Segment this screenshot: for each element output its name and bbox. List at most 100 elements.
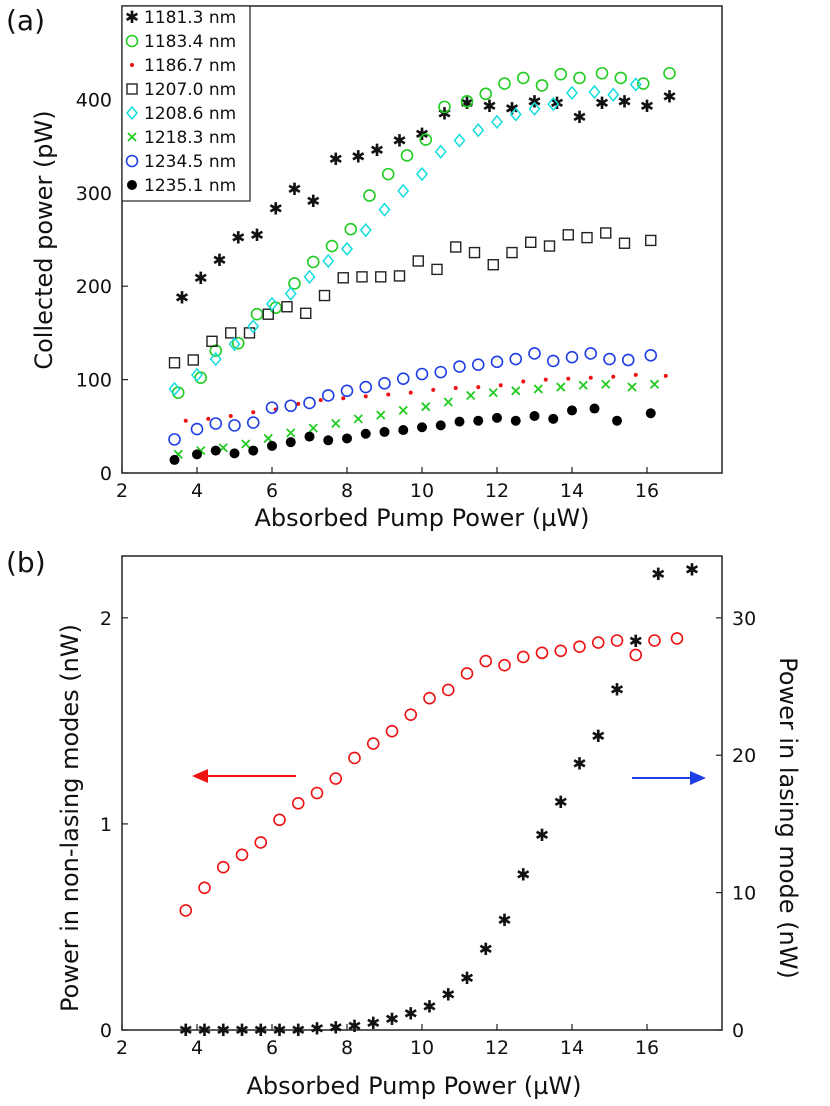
panel-a-series-6-point [546,354,560,368]
panel-a-series-6-point [396,372,410,385]
panel-a-series-2-point [183,418,188,423]
panel-a-series-2-point [521,379,526,384]
panel-b-x-tick-label: 12 [485,1037,509,1059]
panel-a-series-2-point [543,377,548,382]
panel-a-series-0-point: ✱ [595,94,609,114]
panel-a-legend: ✱ 1181.3 nm 1183.4 nm 1186.7 nm 1207.0 nm 120… [121,5,251,202]
panel-a-series-3-point [318,289,331,302]
panel-a-series-2-point [408,390,413,395]
panel-a-series-2-point [431,387,436,392]
panel-a-y-tick-label: 400 [76,89,112,111]
panel-a-series-6-point [509,352,523,366]
panel-b-series-1-point: ✱ [554,793,568,813]
panel-b-series-0-point [498,658,511,672]
panel-a-series-0-point: ✱ [250,226,264,246]
panel-a-series-2-point [633,372,638,377]
legend-label-0: 1181.3 nm [144,8,236,28]
panel-a-series-5-point [556,382,566,392]
panel-b-x-tick-label: 4 [191,1037,203,1059]
panel-a-series-7-point [529,411,540,422]
panel-a-series-4-point [228,336,241,352]
panel-b-series-1-point: ✱ [329,1018,343,1038]
panel-a-series-4-point [453,133,466,148]
panel-a-series-3-point [506,246,518,259]
legend-marker-4 [126,105,138,121]
panel-a-series-6-point [415,367,429,381]
panel-a-series-4-point [607,87,620,102]
panel-a-series-3-point [468,246,481,259]
panel-a-series-5-point [578,380,588,390]
panel-a-series-2-point [476,385,481,390]
panel-a-series-3-point [393,270,406,282]
panel-b-series-1-point: ✱ [216,1021,230,1041]
panel-a-series-1-point [479,87,493,101]
panel-a-x-tick-label: 12 [485,480,509,502]
legend-marker-6 [125,154,139,168]
panel-b-series-1-point: ✱ [272,1021,286,1041]
panel-a-series-6-point [359,380,373,394]
panel-b-series-0-point [348,751,361,765]
panel-b-series-1-point: ✱ [685,561,699,581]
panel-a-series-6-point [453,360,466,373]
panel-a-series-5-point [511,386,521,396]
panel-a-series-0-point: ✱ [287,180,301,200]
legend-marker-7 [127,180,137,190]
panel-b-series-1-point: ✱ [535,826,549,846]
panel-a-series-7-point [192,449,202,460]
legend-marker-1 [125,34,139,48]
panel-a-series-1-point [573,71,586,85]
panel-b-left-tick-label: 1 [100,814,112,836]
panel-a-series-5-point [421,402,431,412]
panel-a-series-6-point [265,401,279,414]
panel-a-series-7-point [379,426,390,437]
legend-marker-2 [130,63,134,67]
panel-a-series-0-point: ✱ [370,141,384,161]
panel-a-series-6-point [471,358,485,371]
panel-a-series-0-point: ✱ [437,104,451,124]
panel-a-series-5-point [308,423,318,433]
panel-a-series-7-point [454,416,465,427]
panel-b-series-0-point [291,797,305,810]
panel-a-series-7-point [267,440,277,451]
panel-a-series-0-point: ✱ [392,131,406,151]
panel-a-series-3-point [487,259,499,271]
panel-a-series-3-point [225,327,237,339]
panel-b-series-0-point [670,632,684,645]
panel-a-series-6-point [378,377,391,390]
panel-b-x-tick-label: 8 [341,1037,353,1059]
legend-marker-0: ✱ [125,8,139,28]
panel-a-series-7-point [304,431,315,442]
panel-a-series-7-point [612,415,622,426]
panel-a-series-7-point [645,408,656,419]
panel-a-series-5-point [286,428,296,438]
panel-a-series-6-point [303,396,316,410]
panel-a-series-3-point [525,236,537,249]
panel-b-right-tick-label: 0 [732,1020,744,1042]
panel-a-series-1-point [554,67,568,81]
panel-b-series-0-point [423,691,436,705]
panel-a-series-6-point [603,352,616,366]
legend-label-7: 1235.1 nm [144,176,236,196]
panel-a-series-7-point [567,405,577,416]
panel-a-series-5-point [353,414,363,424]
panel-a-series-1-point [269,301,283,314]
panel-b-series-0-point [573,640,586,653]
panel-a-series-4-point [209,351,222,367]
panel-a-series-2-point [206,416,211,421]
panel-a-y-axis-title: Collected power (pW) [30,110,58,369]
panel-b-series-1-point: ✱ [291,1021,305,1041]
panel-a-x-tick-label: 6 [266,480,278,502]
panel-a-series-3-point [431,263,443,276]
panel-a-series-1-point [535,79,549,92]
panel-a-series-1-point [419,133,433,146]
panel-a-series-4-point [284,286,297,301]
panel-b-series-0-point [610,634,624,647]
panel-a-y-tick-label: 300 [76,183,112,205]
panel-b-series-0-point [179,904,193,917]
panel-a-series-1-point [325,239,339,253]
panel-a-series-4-point [266,296,278,312]
panel-a-series-7-point [398,425,409,436]
